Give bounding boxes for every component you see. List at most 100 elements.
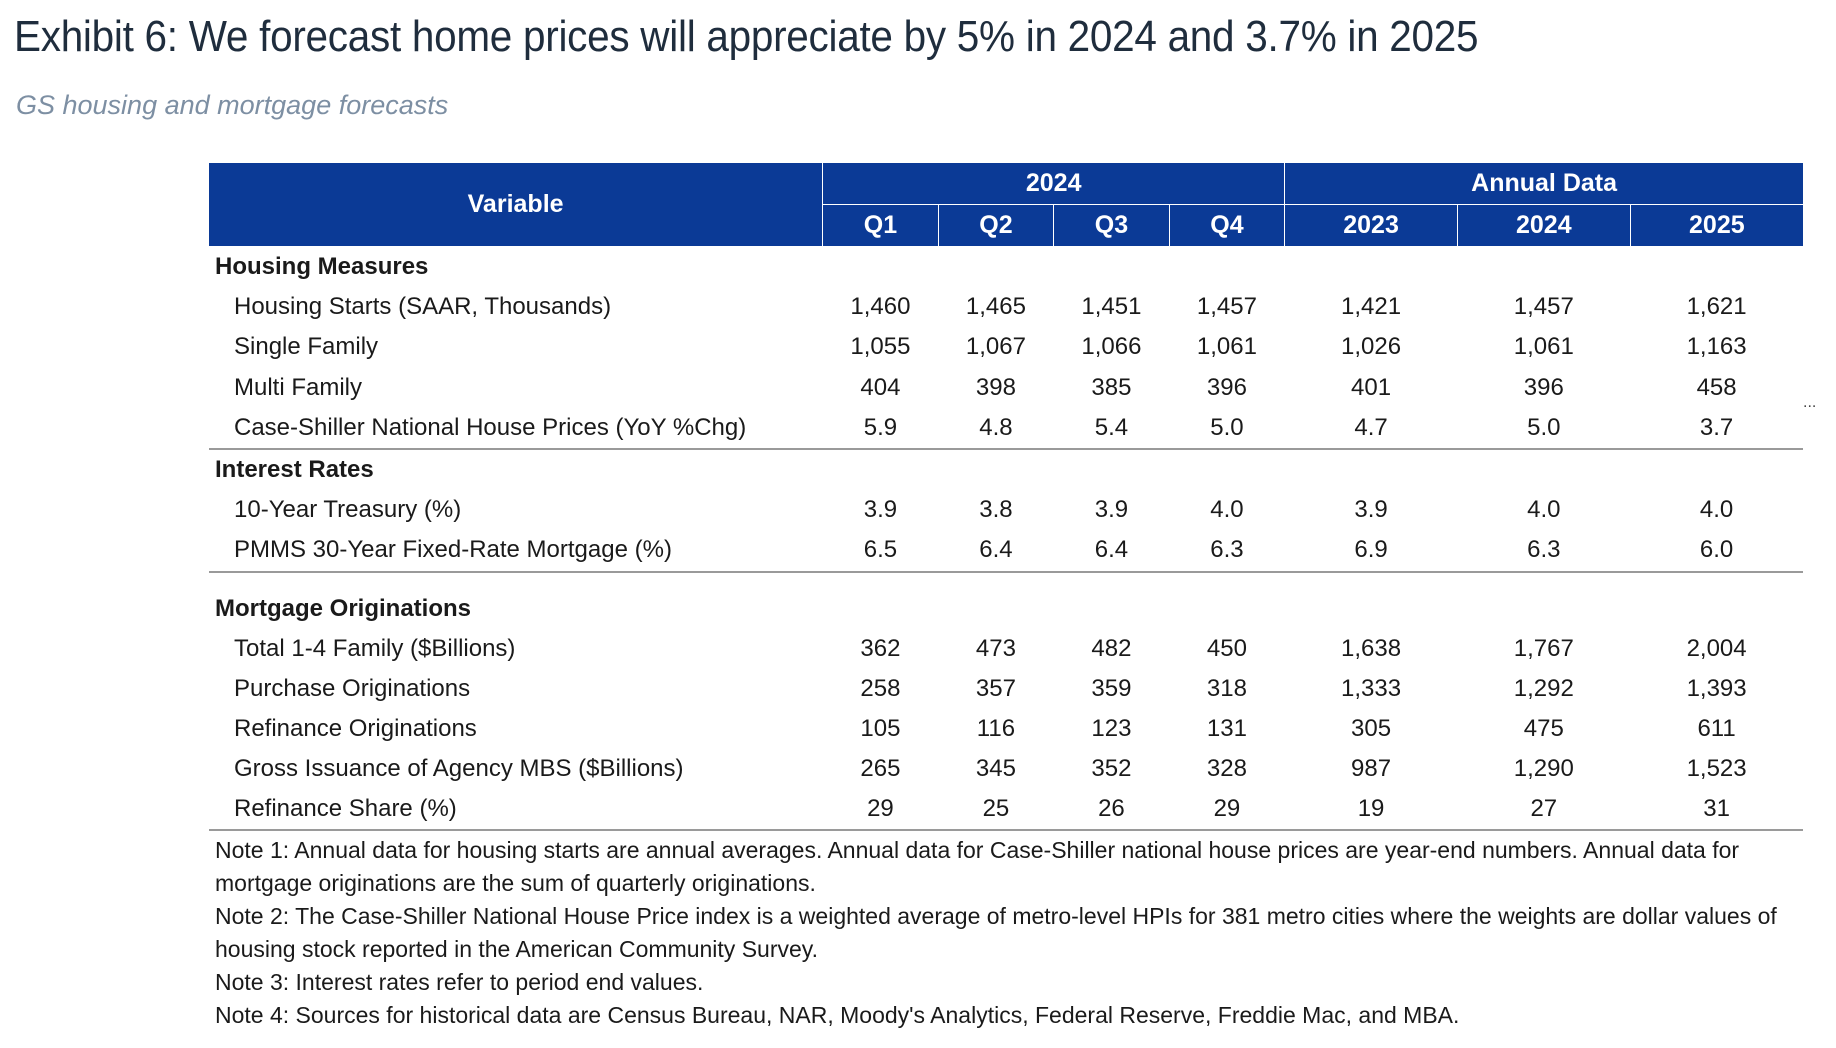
table-cell: 19 bbox=[1284, 789, 1458, 832]
table-cell: 1,457 bbox=[1196, 293, 1257, 321]
table-cell: 123 bbox=[1091, 714, 1132, 742]
note-text: Note 4: Sources for historical data are … bbox=[215, 1002, 1460, 1028]
table-cell: 25 bbox=[938, 789, 1054, 832]
quarterly-group-header: 2024 bbox=[822, 163, 1286, 205]
row-label: Total 1-4 Family ($Billions) bbox=[234, 634, 516, 662]
table-cell: 4.0 bbox=[1527, 496, 1561, 524]
table-cell: 6.9 bbox=[1354, 536, 1388, 564]
table-cell: 450 bbox=[1206, 634, 1247, 662]
table-cell: 26 bbox=[1053, 789, 1170, 832]
forecast-table: Variable 2024 Annual Data Q1 Q2 Q3 Q4 20… bbox=[209, 163, 1803, 832]
table-cell: 611 bbox=[1697, 714, 1736, 742]
table-cell: 29 bbox=[1169, 789, 1285, 832]
table-cell: 1,465 bbox=[965, 293, 1026, 321]
table-cell: 3.9 bbox=[863, 496, 898, 524]
table-row: Gross Issuance of Agency MBS ($Billions)… bbox=[209, 749, 1803, 789]
table-cell: 401 bbox=[1351, 373, 1392, 401]
table-body: Housing Measures Housing Starts (SAAR, Th… bbox=[209, 247, 1803, 832]
note-text: Note 2: The Case-Shiller National House … bbox=[215, 903, 1777, 962]
table-cell: 1,163 bbox=[1686, 333, 1747, 361]
column-header: Q1 bbox=[822, 204, 939, 247]
table-cell: 6.3 bbox=[1527, 536, 1561, 564]
section-title: Interest Rates bbox=[209, 447, 1803, 491]
table-cell: 359 bbox=[1091, 674, 1132, 702]
table-cell: 362 bbox=[860, 634, 901, 662]
annual-group-header: Annual Data bbox=[1284, 163, 1803, 205]
column-header: 2023 bbox=[1284, 204, 1458, 247]
table-cell: 357 bbox=[975, 674, 1016, 702]
table-cell: 6.0 bbox=[1699, 536, 1734, 564]
table-cell: 5.0 bbox=[1210, 413, 1244, 441]
table-cell: 458 bbox=[1696, 373, 1737, 401]
table-row: Refinance Originations 105 116 123 131 305 475… bbox=[209, 709, 1803, 749]
table-cell: 352 bbox=[1091, 755, 1132, 783]
table-cell: 396 bbox=[1523, 373, 1564, 401]
row-label: Housing Starts (SAAR, Thousands) bbox=[234, 293, 612, 321]
column-header: Q3 bbox=[1053, 204, 1170, 247]
table-cell: 1,061 bbox=[1513, 333, 1574, 361]
table-cell: 4.0 bbox=[1699, 496, 1734, 524]
table-cell: 1,523 bbox=[1686, 755, 1747, 783]
row-label: Purchase Originations bbox=[234, 674, 471, 702]
table-cell: 4.7 bbox=[1354, 413, 1388, 441]
row-label: Refinance Originations bbox=[234, 714, 477, 742]
row-label: PMMS 30-Year Fixed-Rate Mortgage (%) bbox=[234, 536, 672, 564]
table-cell: 1,451 bbox=[1081, 293, 1142, 321]
table-cell: 404 bbox=[860, 373, 901, 401]
section-title: Housing Measures bbox=[215, 253, 429, 281]
table-row: Total 1-4 Family ($Billions) 362 473 482 450… bbox=[209, 629, 1803, 669]
row-label: Case-Shiller National House Prices (YoY … bbox=[234, 413, 747, 441]
table-cell: 1,026 bbox=[1341, 333, 1402, 361]
table-cell: 482 bbox=[1091, 634, 1132, 662]
table-cell: 4.0 bbox=[1210, 496, 1244, 524]
table-cell: 3.7 bbox=[1699, 413, 1734, 441]
table-cell: 475 bbox=[1523, 714, 1564, 742]
column-header: 2024 bbox=[1456, 204, 1631, 247]
table-cell: 1,457 bbox=[1513, 293, 1574, 321]
exhibit-subtitle: GS housing and mortgage forecasts bbox=[16, 90, 449, 120]
note-text: Note 3: Interest rates refer to period e… bbox=[215, 969, 704, 995]
row-label: Multi Family bbox=[234, 373, 363, 401]
table-cell: 396 bbox=[1206, 373, 1247, 401]
table-cell: 1,621 bbox=[1686, 293, 1747, 321]
section-title: Mortgage Originations bbox=[209, 570, 1803, 629]
table-cell: 116 bbox=[976, 714, 1016, 742]
variable-header: Variable bbox=[209, 163, 824, 247]
table-cell: 1,393 bbox=[1686, 674, 1747, 702]
row-label: Refinance Share (%) bbox=[209, 789, 823, 832]
table-cell: 6.5 bbox=[863, 536, 898, 564]
table-row: Purchase Originations 258 357 359 318 1,333 1,… bbox=[209, 669, 1803, 709]
notes: Note 1: Annual data for housing starts a… bbox=[215, 834, 1815, 1032]
table-cell: 473 bbox=[975, 634, 1016, 662]
table-cell: 6.4 bbox=[1094, 536, 1129, 564]
table-cell: 345 bbox=[975, 755, 1016, 783]
table-cell: 1,421 bbox=[1341, 293, 1402, 321]
table-cell: 1,292 bbox=[1513, 674, 1574, 702]
table-cell: 2,004 bbox=[1686, 634, 1747, 662]
table-cell: 1,067 bbox=[965, 333, 1026, 361]
table-cell: 131 bbox=[1206, 714, 1247, 742]
more-ellipsis: ... bbox=[1803, 394, 1817, 411]
section-row: Interest Rates bbox=[209, 447, 1803, 491]
row-label: 10-Year Treasury (%) bbox=[234, 496, 462, 524]
table-cell: 265 bbox=[860, 755, 901, 783]
table-cell: 1,055 bbox=[850, 333, 911, 361]
table-cell: 1,290 bbox=[1513, 755, 1574, 783]
table-cell: 3.8 bbox=[979, 496, 1013, 524]
row-label: Gross Issuance of Agency MBS ($Billions) bbox=[234, 755, 684, 783]
table-row: Case-Shiller National House Prices (YoY … bbox=[209, 408, 1803, 449]
table-cell: 1,767 bbox=[1513, 634, 1574, 662]
table-cell: 105 bbox=[860, 714, 901, 742]
table-cell: 987 bbox=[1351, 755, 1392, 783]
table-cell: 5.9 bbox=[863, 413, 898, 441]
column-header: Q2 bbox=[937, 204, 1055, 247]
table-row: Housing Starts (SAAR, Thousands) 1,460 1,4… bbox=[209, 287, 1803, 327]
section-row: Mortgage Originations bbox=[209, 570, 1803, 629]
table-cell: 1,460 bbox=[850, 293, 911, 321]
table-cell: 3.9 bbox=[1094, 496, 1129, 524]
exhibit-title: Exhibit 6: We forecast home prices will … bbox=[14, 12, 1479, 61]
table-cell: 328 bbox=[1206, 755, 1247, 783]
table-cell: 258 bbox=[860, 674, 901, 702]
table-cell: 4.8 bbox=[979, 413, 1013, 441]
table-cell: 1,061 bbox=[1196, 333, 1257, 361]
